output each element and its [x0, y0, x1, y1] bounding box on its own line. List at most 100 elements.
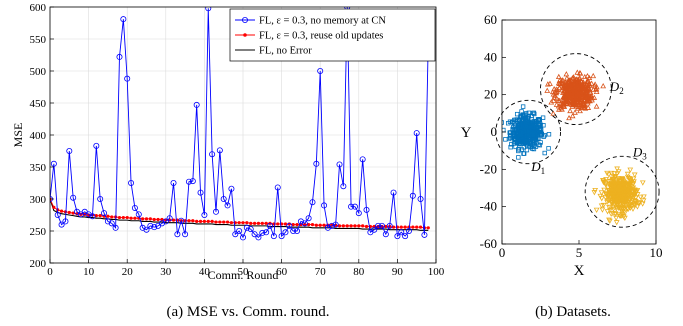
data-point — [564, 100, 570, 106]
y-tick-label: 60 — [484, 12, 497, 27]
data-point — [627, 167, 634, 173]
x-tick-label: 60 — [276, 266, 288, 278]
datasets-chart: D1 D2 D3 0 5 10 -60 -40 -20 0 20 40 60 X Y (b) Datasets… — [461, 12, 663, 320]
data-point — [613, 215, 620, 222]
data-point — [314, 223, 318, 227]
data-point — [605, 193, 612, 199]
data-point — [189, 178, 196, 185]
x-tick-label: 5 — [576, 245, 583, 260]
data-point — [607, 204, 614, 210]
data-point — [613, 180, 620, 186]
data-point — [290, 227, 297, 234]
data-point — [390, 189, 397, 196]
data-point — [624, 198, 630, 204]
data-point — [613, 220, 620, 226]
data-point — [568, 92, 575, 99]
data-point — [310, 223, 315, 227]
data-point — [509, 142, 514, 147]
data-point — [593, 103, 600, 109]
data-point — [581, 97, 587, 103]
data-point — [112, 224, 119, 231]
data-point — [195, 219, 199, 223]
data-point — [570, 100, 577, 106]
data-point — [641, 194, 647, 200]
data-point — [110, 215, 114, 219]
data-point — [567, 107, 573, 114]
data-point — [529, 113, 534, 119]
data-point — [577, 70, 584, 76]
y-tick-label: 300 — [30, 194, 47, 206]
data-point — [567, 82, 573, 89]
data-point — [570, 101, 577, 108]
data-point — [66, 147, 73, 154]
data-point — [631, 193, 638, 199]
data-point — [313, 160, 320, 167]
data-point — [612, 202, 618, 209]
data-point — [590, 72, 597, 79]
data-point — [125, 215, 129, 220]
data-point — [117, 215, 122, 220]
x-tick-label: 40 — [199, 266, 211, 278]
data-point — [551, 94, 558, 100]
y-axis-label: MSE — [11, 123, 25, 148]
data-point — [295, 223, 299, 227]
data-point — [503, 137, 508, 142]
cluster-label: D2 — [609, 79, 624, 96]
data-point — [291, 223, 295, 227]
data-point — [579, 102, 585, 108]
data-point — [516, 147, 522, 152]
data-point — [209, 151, 216, 158]
data-point — [574, 105, 581, 111]
data-point — [85, 211, 92, 218]
x-tick-label: 0 — [47, 266, 53, 278]
data-point — [531, 143, 537, 148]
data-point — [613, 196, 620, 202]
data-point — [185, 178, 192, 185]
data-point — [418, 225, 423, 229]
data-point — [637, 194, 644, 200]
data-point — [318, 223, 322, 227]
data-point — [517, 129, 522, 135]
data-point — [568, 86, 575, 92]
data-point — [635, 201, 642, 207]
data-point — [627, 182, 634, 188]
data-point — [569, 113, 576, 119]
data-point — [568, 83, 575, 90]
x-tick-label: 50 — [238, 266, 250, 278]
data-point — [124, 75, 131, 82]
data-point — [259, 229, 266, 236]
data-point — [232, 231, 239, 238]
data-point — [182, 231, 189, 238]
data-point — [417, 195, 424, 202]
data-point — [553, 90, 560, 96]
data-point — [604, 209, 611, 215]
cluster-2 — [544, 69, 607, 121]
data-point — [628, 194, 634, 200]
data-point — [555, 97, 562, 103]
series-group — [50, 7, 432, 241]
data-point — [516, 141, 522, 147]
data-point — [520, 104, 526, 109]
data-point — [101, 210, 108, 217]
data-point — [247, 226, 254, 233]
data-point — [547, 80, 553, 86]
data-point — [63, 210, 68, 214]
data-point — [610, 206, 617, 212]
data-point — [171, 218, 176, 222]
data-point — [575, 90, 581, 96]
data-point — [563, 75, 570, 81]
data-point — [629, 188, 635, 194]
data-point — [104, 218, 111, 225]
data-point — [202, 219, 206, 223]
data-point — [560, 89, 566, 95]
data-point — [131, 204, 138, 211]
data-point — [214, 220, 218, 224]
data-point — [565, 79, 571, 85]
x-axis-label-2: X — [574, 263, 585, 279]
data-point — [574, 96, 581, 102]
data-point — [526, 120, 531, 125]
data-point — [317, 68, 324, 75]
data-point — [615, 190, 621, 196]
data-point — [586, 85, 592, 91]
